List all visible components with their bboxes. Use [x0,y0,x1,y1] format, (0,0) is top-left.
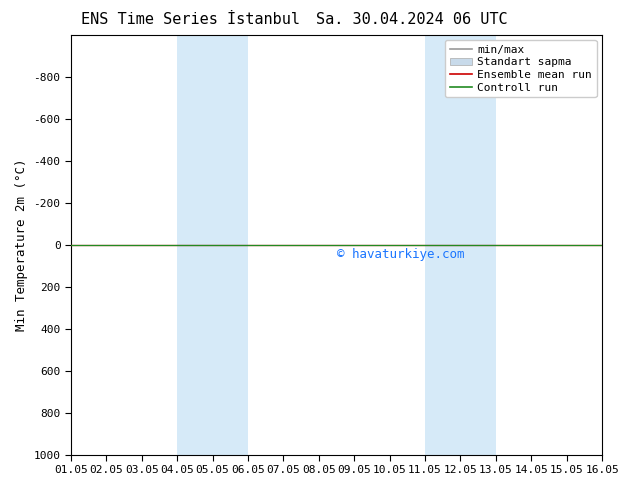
Legend: min/max, Standart sapma, Ensemble mean run, Controll run: min/max, Standart sapma, Ensemble mean r… [445,40,597,98]
Text: © havaturkiye.com: © havaturkiye.com [337,248,464,261]
Y-axis label: Min Temperature 2m (°C): Min Temperature 2m (°C) [15,158,28,331]
Text: Sa. 30.04.2024 06 UTC: Sa. 30.04.2024 06 UTC [316,12,508,27]
Bar [177,35,248,455]
Bar [425,35,496,455]
Text: ENS Time Series İstanbul: ENS Time Series İstanbul [81,12,300,27]
